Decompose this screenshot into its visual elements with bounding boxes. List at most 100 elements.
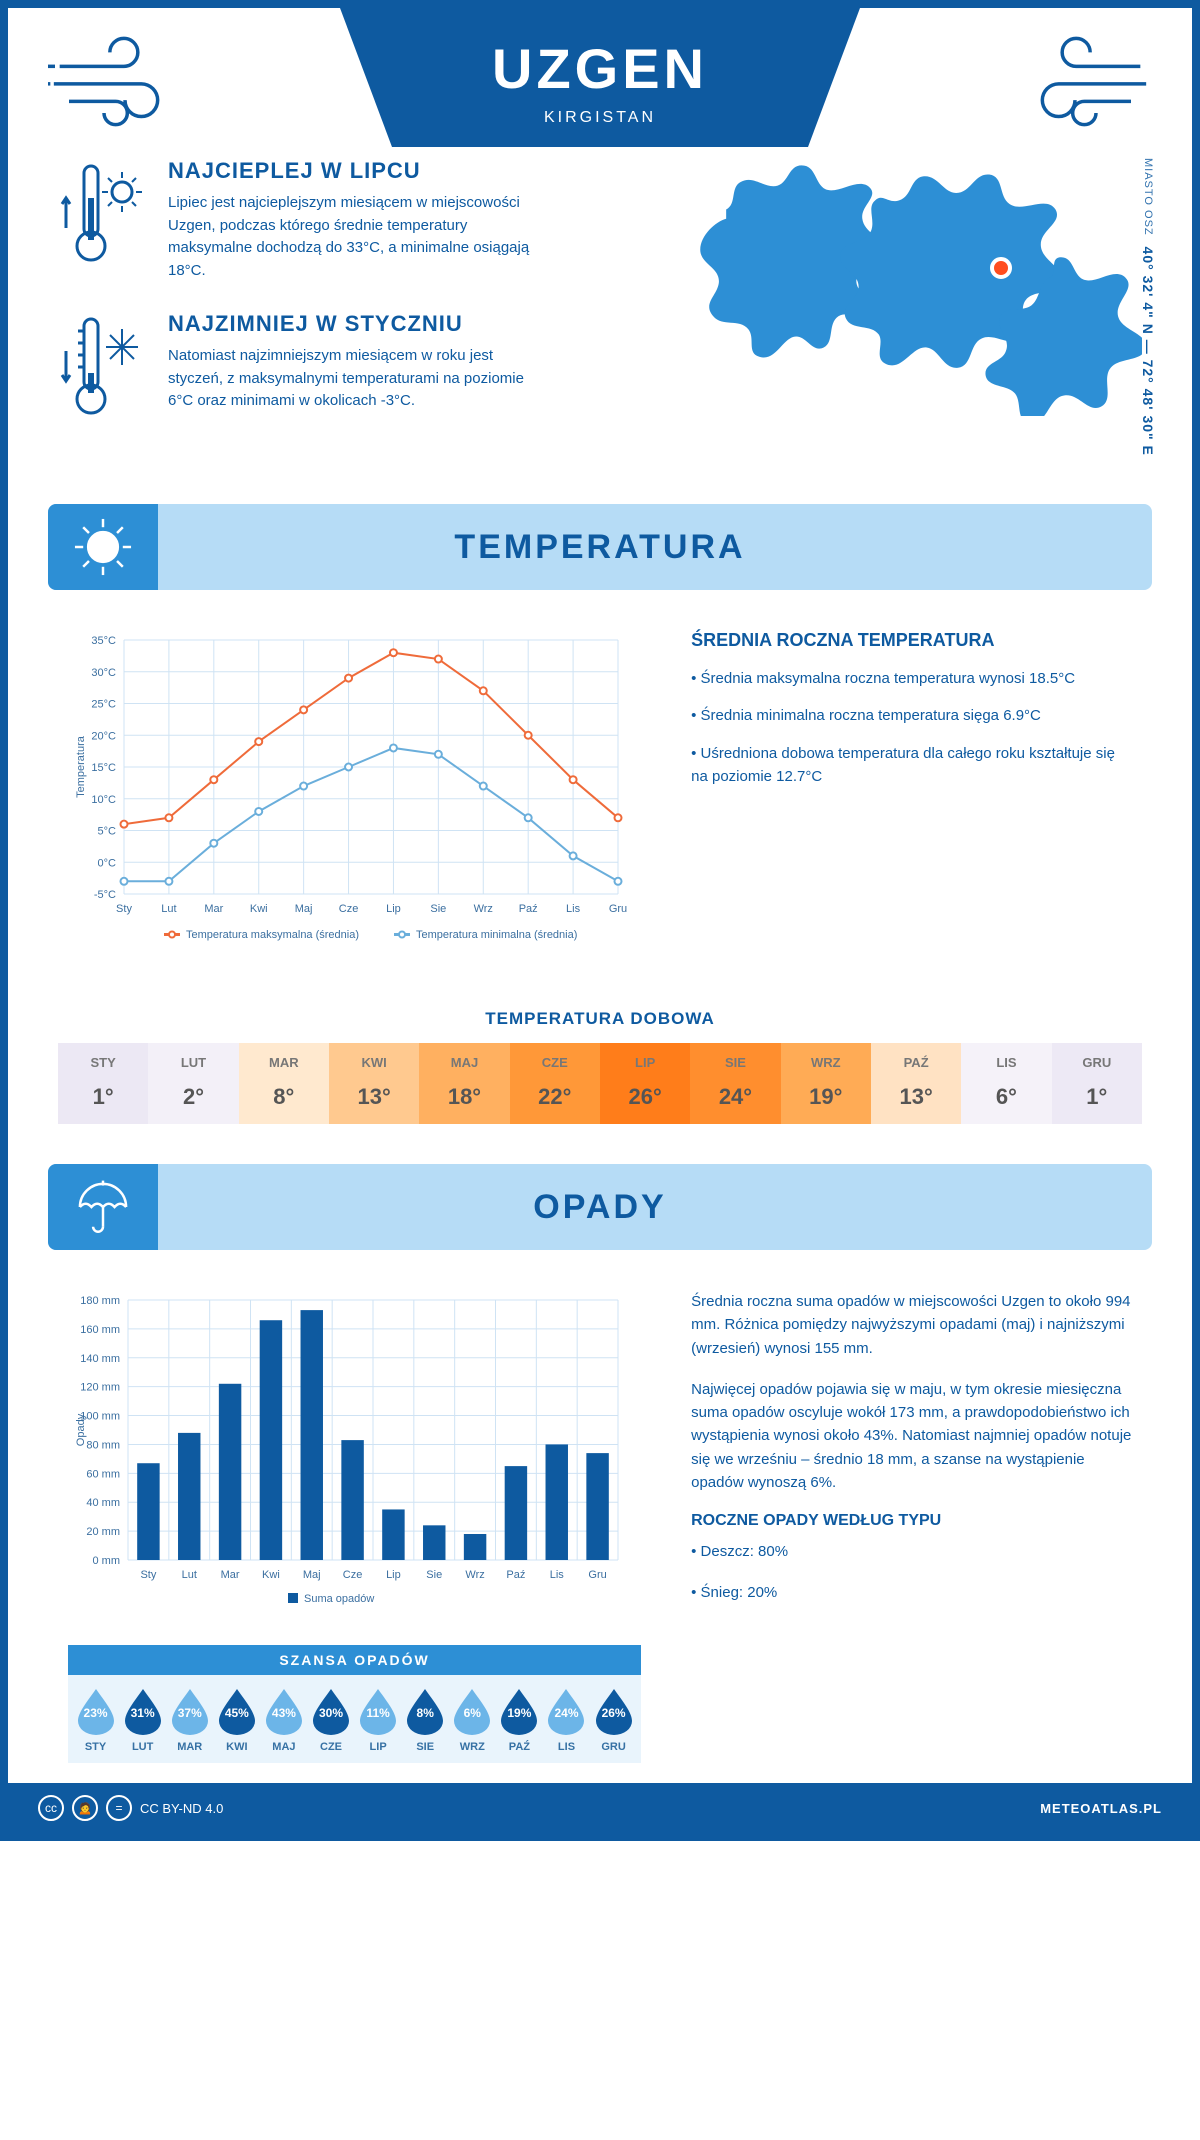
daily-cell: KWI13° [329, 1043, 419, 1124]
svg-text:Mar: Mar [221, 1569, 240, 1581]
chance-drop: 31% LUT [121, 1687, 164, 1753]
daily-cell: SIE24° [690, 1043, 780, 1124]
precip-chance-title: SZANSA OPADÓW [68, 1645, 641, 1675]
avg-min: • Średnia minimalna roczna temperatura s… [691, 704, 1132, 727]
svg-text:Temperatura minimalna (średnia: Temperatura minimalna (średnia) [416, 929, 577, 941]
svg-text:30°C: 30°C [91, 667, 116, 679]
svg-text:Maj: Maj [295, 903, 313, 915]
svg-text:120 mm: 120 mm [80, 1382, 120, 1394]
daily-temp-table: STY1°LUT2°MAR8°KWI13°MAJ18°CZE22°LIP26°S… [58, 1043, 1142, 1124]
map-location-pin-icon [990, 257, 1012, 279]
svg-text:140 mm: 140 mm [80, 1353, 120, 1365]
avg-max: • Średnia maksymalna roczna temperatura … [691, 667, 1132, 690]
world-map-icon [682, 158, 1142, 418]
svg-text:Kwi: Kwi [262, 1569, 280, 1581]
svg-text:Lip: Lip [386, 903, 401, 915]
temperature-stats: ŚREDNIA ROCZNA TEMPERATURA • Średnia mak… [691, 630, 1132, 965]
header: UZGEN KIRGISTAN [8, 8, 1192, 148]
svg-text:Lip: Lip [386, 1569, 401, 1581]
svg-text:Mar: Mar [204, 903, 223, 915]
thermometer-cold-icon [58, 311, 148, 436]
coordinates: MIASTO OSZ 40° 32' 4" N — 72° 48' 30" E [1140, 158, 1156, 456]
precip-chance-box: SZANSA OPADÓW 23% STY 31% LUT 37% MAR 45… [68, 1645, 641, 1763]
precip-para-2: Najwięcej opadów pojawia się w maju, w t… [691, 1378, 1132, 1494]
chance-drop: 37% MAR [168, 1687, 211, 1753]
svg-text:Lut: Lut [161, 903, 176, 915]
svg-text:Wrz: Wrz [465, 1569, 484, 1581]
svg-text:Lis: Lis [566, 903, 581, 915]
precip-para-1: Średnia roczna suma opadów w miejscowośc… [691, 1290, 1132, 1360]
section-temperature-banner: TEMPERATURA [48, 504, 1152, 590]
sun-icon [48, 504, 158, 590]
temperature-row: -5°C0°C5°C10°C15°C20°C25°C30°C35°CStyLut… [8, 600, 1192, 985]
svg-text:60 mm: 60 mm [86, 1468, 120, 1480]
daily-cell: MAJ18° [419, 1043, 509, 1124]
svg-text:Paź: Paź [506, 1569, 525, 1581]
precip-type-snow: • Śnieg: 20% [691, 1581, 1132, 1604]
title-banner: UZGEN KIRGISTAN [340, 8, 860, 147]
svg-text:Gru: Gru [588, 1569, 606, 1581]
svg-text:Gru: Gru [609, 903, 627, 915]
warmest-block: NAJCIEPLEJ W LIPCU Lipiec jest najcieple… [58, 158, 642, 283]
svg-text:Sty: Sty [140, 1569, 156, 1581]
svg-text:20 mm: 20 mm [86, 1526, 120, 1538]
chance-drop: 8% SIE [404, 1687, 447, 1753]
svg-text:160 mm: 160 mm [80, 1324, 120, 1336]
svg-text:Lis: Lis [550, 1569, 565, 1581]
precip-stats: Średnia roczna suma opadów w miejscowośc… [691, 1290, 1132, 1763]
svg-text:Opady: Opady [75, 1413, 87, 1446]
precip-bar-chart: 0 mm20 mm40 mm60 mm80 mm100 mm120 mm140 … [68, 1290, 628, 1620]
svg-text:0 mm: 0 mm [93, 1555, 121, 1567]
svg-text:Sty: Sty [116, 903, 132, 915]
svg-text:40 mm: 40 mm [86, 1497, 120, 1509]
avg-annual-title: ŚREDNIA ROCZNA TEMPERATURA [691, 630, 1132, 651]
chance-drop: 11% LIP [357, 1687, 400, 1753]
svg-text:Lut: Lut [182, 1569, 197, 1581]
warmest-text: Lipiec jest najcieplejszym miesiącem w m… [168, 192, 548, 282]
svg-text:Kwi: Kwi [250, 903, 268, 915]
section-precip-title: OPADY [158, 1188, 1152, 1227]
summary-row: NAJCIEPLEJ W LIPCU Lipiec jest najcieple… [8, 148, 1192, 494]
cc-icon: cc [38, 1795, 64, 1821]
footer: cc 🙍 = CC BY-ND 4.0 METEOATLAS.PL [8, 1783, 1192, 1833]
precip-type-title: ROCZNE OPADY WEDŁUG TYPU [691, 1512, 1132, 1530]
chance-drop: 19% PAŹ [498, 1687, 541, 1753]
svg-text:Wrz: Wrz [474, 903, 493, 915]
nd-icon: = [106, 1795, 132, 1821]
svg-text:Paź: Paź [519, 903, 538, 915]
svg-text:Sie: Sie [426, 1569, 442, 1581]
avg-daily: • Uśredniona dobowa temperatura dla całe… [691, 742, 1132, 789]
daily-cell: LIP26° [600, 1043, 690, 1124]
coldest-text: Natomiast najzimniejszym miesiącem w rok… [168, 345, 548, 413]
svg-text:Maj: Maj [303, 1569, 321, 1581]
svg-text:25°C: 25°C [91, 699, 116, 711]
page-frame: UZGEN KIRGISTAN [0, 0, 1200, 1841]
chance-drop: 43% MAJ [262, 1687, 305, 1753]
site-name: METEOATLAS.PL [1040, 1801, 1162, 1816]
city-title: UZGEN [360, 36, 840, 101]
map-block: MIASTO OSZ 40° 32' 4" N — 72° 48' 30" E [682, 158, 1142, 464]
daily-cell: LUT2° [148, 1043, 238, 1124]
daily-cell: WRZ19° [781, 1043, 871, 1124]
svg-text:Temperatura: Temperatura [75, 735, 87, 798]
svg-text:-5°C: -5°C [94, 889, 116, 901]
daily-cell: MAR8° [239, 1043, 329, 1124]
daily-cell: STY1° [58, 1043, 148, 1124]
svg-text:Suma opadów: Suma opadów [304, 1593, 374, 1605]
daily-cell: CZE22° [510, 1043, 600, 1124]
section-temperature-title: TEMPERATURA [158, 528, 1152, 567]
svg-text:5°C: 5°C [98, 826, 117, 838]
svg-text:10°C: 10°C [91, 794, 116, 806]
svg-text:Cze: Cze [339, 903, 359, 915]
daily-cell: GRU1° [1052, 1043, 1142, 1124]
thermometer-hot-icon [58, 158, 148, 283]
chance-drop: 26% GRU [592, 1687, 635, 1753]
svg-text:35°C: 35°C [91, 635, 116, 647]
svg-text:80 mm: 80 mm [86, 1439, 120, 1451]
svg-text:20°C: 20°C [91, 730, 116, 742]
daily-temp-title: TEMPERATURA DOBOWA [8, 1009, 1192, 1029]
coldest-title: NAJZIMNIEJ W STYCZNIU [168, 311, 548, 337]
chance-drop: 6% WRZ [451, 1687, 494, 1753]
precip-chance-drops: 23% STY 31% LUT 37% MAR 45% KWI 43% MAJ [68, 1675, 641, 1763]
umbrella-icon [48, 1164, 158, 1250]
